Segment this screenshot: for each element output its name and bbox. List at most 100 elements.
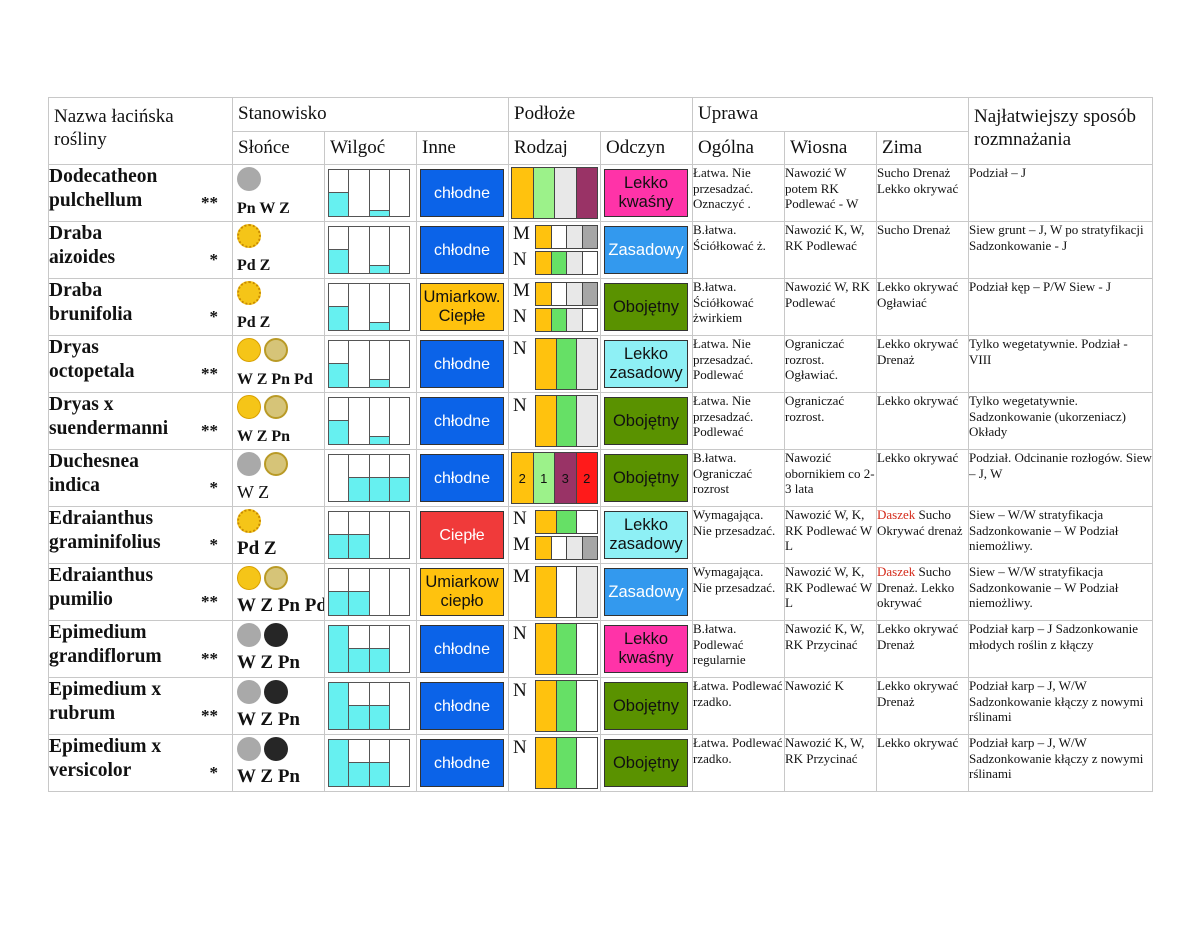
moisture-column (349, 398, 370, 444)
temperature-cell: chłodne (416, 449, 509, 507)
propagation-cell: Podział karp – J, W/W Sadzonkowanie kłąc… (968, 734, 1153, 792)
ph-badge: Zasadowy (604, 226, 688, 274)
moisture-fill (349, 477, 369, 501)
stars-rating: * (209, 250, 219, 269)
plant-name-cell: Dryas octopetala ** (48, 335, 233, 393)
moisture-fill (329, 363, 349, 387)
sun-icons (237, 509, 261, 533)
moisture-column (349, 170, 370, 216)
zima-highlight: Daszek (877, 507, 916, 523)
soil-bar (556, 339, 578, 389)
soil-type-letter: M (513, 566, 530, 587)
moisture-column (369, 740, 390, 786)
sun-exposure-text: W Z Pn (237, 766, 301, 787)
soil-type-letter: N (513, 737, 527, 758)
soil-bars (535, 510, 598, 534)
soil-type-cell: N (508, 734, 601, 792)
care-zima-cell: Lekko okrywać Drenaż (876, 677, 969, 735)
care-ogolna-cell: Łatwa. Nie przesadzać. Oznaczyć . (692, 164, 785, 222)
moisture-column (329, 398, 350, 444)
sun-cell: Pd Z (232, 278, 325, 336)
soil-bar (577, 624, 598, 674)
table-row: Epimedium x versicolor * W Z Pn chłodne N Oboj… (48, 734, 1153, 792)
ph-badge: Lekko kwaśny (604, 169, 688, 217)
care-wiosna-cell: Nawozić K (784, 677, 877, 735)
moisture-column (369, 284, 390, 330)
soil-bar (536, 309, 552, 331)
zima-text: Lekko okrywać Ogławiać (877, 279, 959, 310)
header-odczyn: Odczyn (600, 131, 693, 165)
care-wiosna-cell: Ograniczać rozrost. Ogławiać. (784, 335, 877, 393)
soil-bar (556, 681, 578, 731)
moisture-fill (389, 477, 409, 501)
sun-icon (237, 509, 261, 533)
propagation-cell: Tylko wegetatywnie. Podział - VIII (968, 335, 1153, 393)
zima-text: Sucho Drenaż. Lekko okrywać (877, 564, 955, 611)
soil-type-letter: N (513, 623, 527, 644)
soil-type-letter: M (513, 280, 530, 301)
soil-bar: 2 (576, 453, 597, 503)
moisture-gauge (328, 340, 410, 388)
soil-type-letter: N (513, 395, 527, 416)
plant-name-line1: Draba (49, 280, 103, 301)
soil-type-letter: N (513, 338, 527, 359)
moisture-column (369, 569, 390, 615)
soil-type-cell (508, 164, 601, 222)
zima-text: Lekko okrywać (877, 450, 959, 466)
plant-name-line2: pulchellum (49, 190, 143, 211)
plant-name-cell: Draba aizoides * (48, 221, 233, 279)
temperature-cell: chłodne (416, 335, 509, 393)
moisture-fill (329, 626, 349, 672)
sun-cell: Pd Z (232, 221, 325, 279)
zima-text: Lekko okrywać Drenaż (877, 678, 959, 709)
stars-rating: ** (201, 592, 218, 611)
moisture-cell (324, 449, 417, 507)
care-zima-cell: Daszek Sucho Okrywać drenaż (876, 506, 969, 564)
partial-sun-icon (264, 452, 288, 476)
temperature-badge: chłodne (420, 226, 504, 274)
sun-cell: W Z Pn (232, 677, 325, 735)
care-zima-cell: Lekko okrywać Drenaż (876, 335, 969, 393)
stars-rating: ** (201, 649, 218, 668)
moisture-column (329, 569, 350, 615)
moisture-fill (369, 379, 389, 387)
stars-rating: ** (201, 193, 218, 212)
sun-icon (237, 566, 261, 590)
header-name: Nazwa łacińska rośliny (48, 97, 233, 165)
sun-cell: W Z (232, 449, 325, 507)
soil-bar (551, 283, 567, 305)
zima-text: Sucho Okrywać drenaż (877, 507, 963, 538)
sun-exposure-text: W Z Pn (237, 652, 301, 673)
moisture-fill (329, 420, 349, 444)
soil-bar (567, 226, 583, 248)
soil-bar (536, 681, 557, 731)
plant-name-line1: Dryas (49, 337, 99, 358)
soil-bars (535, 737, 598, 789)
plant-table: Nazwa łacińska rośliny Stanowisko Podłoż… (48, 97, 1153, 792)
care-wiosna-cell: Nawozić obornikiem co 2-3 lata (784, 449, 877, 507)
moisture-column (389, 569, 409, 615)
moisture-column (349, 284, 370, 330)
header-wiosna: Wiosna (784, 131, 877, 165)
plant-name-line2: octopetala (49, 361, 135, 382)
table-row: Epimedium grandiflorum ** W Z Pn chłodne N Lek… (48, 620, 1153, 678)
soil-type-cell: M (508, 563, 601, 621)
ph-cell: Lekko zasadowy (600, 506, 693, 564)
temperature-badge: chłodne (420, 169, 504, 217)
sun-cell: W Z Pn (232, 392, 325, 450)
soil-bar (567, 252, 583, 274)
zima-text: Sucho Drenaż Lekko okrywać (877, 165, 959, 196)
temperature-badge: chłodne (420, 454, 504, 502)
moisture-gauge (328, 739, 410, 787)
moisture-cell (324, 734, 417, 792)
sun-cell: Pn W Z (232, 164, 325, 222)
plant-name-line1: Duchesnea (49, 451, 139, 472)
care-ogolna-cell: Wymagająca. Nie przesadzać. (692, 506, 785, 564)
moisture-fill (369, 705, 389, 729)
soil-type-cell: N (508, 677, 601, 735)
propagation-cell: Siew – W/W stratyfikacja Sadzonkowanie –… (968, 506, 1153, 564)
sun-cell: Pd Z (232, 506, 325, 564)
soil-bar (536, 252, 552, 274)
